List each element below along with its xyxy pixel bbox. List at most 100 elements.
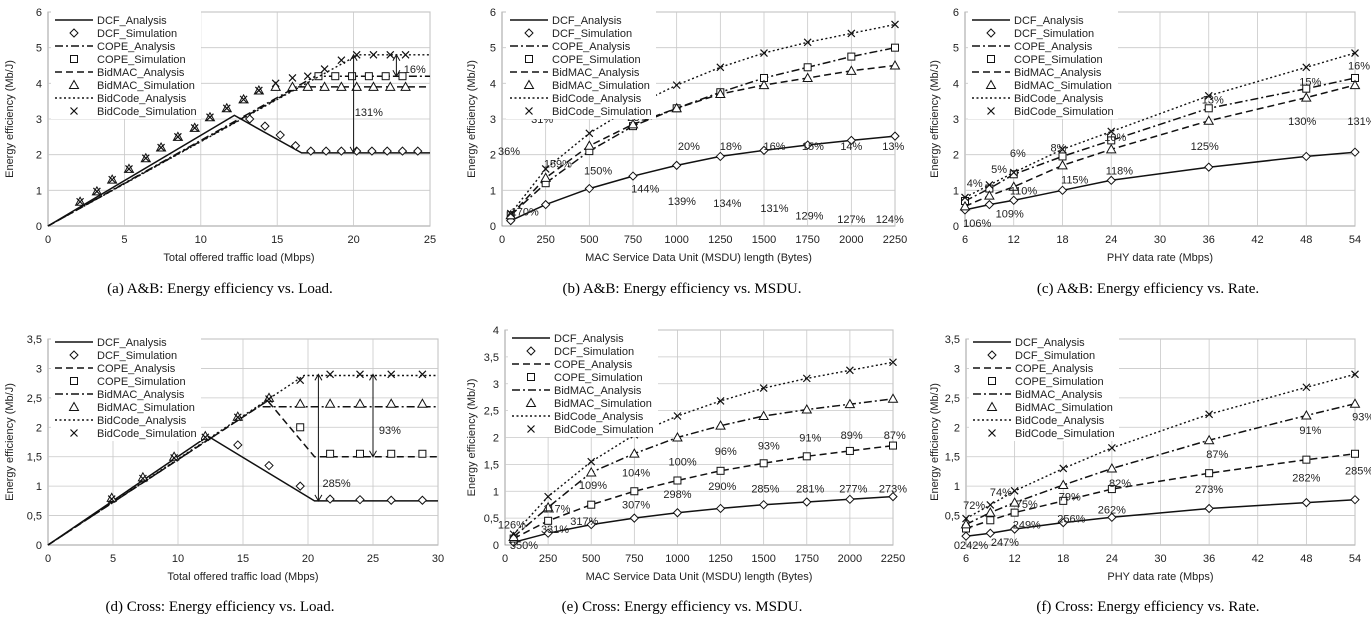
data-point-cope-simulation xyxy=(986,516,995,525)
data-point-dcf-simulation xyxy=(1350,494,1360,505)
data-point-bidcode-simulation xyxy=(1351,370,1359,379)
data-point-bidmac-simulation xyxy=(1349,79,1361,90)
data-point-dcf-simulation xyxy=(1009,524,1020,534)
data-point-bidcode-simulation xyxy=(961,193,969,202)
data-point-bidmac-simulation xyxy=(294,398,306,408)
series-line-cope-analysis xyxy=(510,46,896,216)
legend-swatch-bidmac-simulation xyxy=(68,79,80,89)
legend-label-dcf-analysis: DCF_Analysis xyxy=(97,15,167,27)
legend-label-cope-analysis: COPE_Analysis xyxy=(552,41,631,53)
data-point-bidcode-simulation xyxy=(173,132,182,141)
legend-swatch-bidcode-simulation xyxy=(988,429,996,437)
legend-swatch-bidmac-simulation xyxy=(523,79,535,89)
y-axis-label: Energy efficiency (Mb/J) xyxy=(929,383,941,501)
data-point-dcf-simulation xyxy=(336,146,347,156)
legend-swatch-bidmac-simulation xyxy=(68,401,80,411)
legend-swatch-bidmac-simulation xyxy=(986,401,998,411)
x-tick-label: 20 xyxy=(302,553,314,565)
y-tick-label: 5 xyxy=(490,43,496,55)
x-tick-label: 42 xyxy=(1252,553,1264,565)
series-line-cope-analysis xyxy=(513,444,894,540)
data-point-bidmac-simulation xyxy=(887,393,899,403)
series-line-cope-analysis xyxy=(964,77,1356,202)
percent-annotation: 124% xyxy=(876,214,904,226)
percent-annotation: 242% xyxy=(960,540,988,552)
y-tick-label: 4 xyxy=(36,78,42,90)
percent-annotation: 131% xyxy=(1347,116,1371,128)
data-point-dcf-simulation xyxy=(802,140,813,150)
legend-label-bidmac-simulation: BidMAC_Simulation xyxy=(1014,80,1112,92)
series-markers-cope-simulation xyxy=(962,449,1359,533)
data-point-cope-simulation xyxy=(1351,449,1359,458)
legend-label-bidmac-simulation: BidMAC_Simulation xyxy=(554,398,652,410)
data-point-bidmac-simulation xyxy=(1203,115,1215,125)
y-tick-label: 0 xyxy=(493,540,499,552)
data-point-bidmac-simulation xyxy=(505,209,517,220)
series-line-cope-analysis xyxy=(965,453,1356,530)
legend-swatch-cope-simulation xyxy=(987,55,995,63)
y-tick-label: 2,5 xyxy=(484,406,499,418)
data-point-bidmac-simulation xyxy=(1009,497,1020,507)
y-tick-label: 2,5 xyxy=(945,393,960,405)
series-markers-dcf-simulation xyxy=(244,114,423,156)
data-point-dcf-simulation xyxy=(628,171,638,181)
series-markers-bidmac-simulation xyxy=(960,398,1361,529)
data-point-dcf-simulation xyxy=(671,160,682,171)
y-tick-label: 1 xyxy=(36,481,42,493)
y-tick-label: 2 xyxy=(954,422,960,434)
x-tick-label: 250 xyxy=(539,553,557,565)
data-point-bidcode-simulation xyxy=(206,113,214,122)
data-point-dcf-simulation xyxy=(802,497,812,507)
y-tick-label: 4 xyxy=(953,78,959,90)
data-point-bidcode-simulation xyxy=(891,20,899,29)
data-point-bidcode-simulation xyxy=(386,50,395,59)
data-point-bidcode-simulation xyxy=(337,56,346,65)
legend-label-bidcode-analysis: BidCode_Analysis xyxy=(554,411,644,423)
x-tick-label: 0 xyxy=(45,234,51,246)
data-point-bidcode-simulation xyxy=(760,49,768,57)
data-point-cope-simulation xyxy=(326,449,335,458)
x-tick-label: 25 xyxy=(424,234,436,246)
data-point-cope-simulation xyxy=(889,441,897,450)
percent-annotation: 13% xyxy=(1202,94,1224,106)
data-point-bidmac-simulation xyxy=(542,501,554,512)
y-tick-label: 6 xyxy=(36,7,42,19)
x-tick-label: 10 xyxy=(172,553,184,565)
data-point-bidmac-simulation xyxy=(319,81,330,91)
data-point-cope-simulation xyxy=(381,72,390,81)
legend-swatch-cope-simulation xyxy=(988,377,996,385)
x-tick-label: 1000 xyxy=(665,553,689,565)
percent-annotation: 100% xyxy=(669,457,697,469)
x-tick-label: 250 xyxy=(536,234,554,246)
percent-annotation: 89% xyxy=(841,430,863,442)
x-tick-label: 25 xyxy=(367,553,379,565)
percent-annotation: 262% xyxy=(1098,505,1126,517)
data-point-cope-simulation xyxy=(1107,485,1116,494)
data-point-bidcode-simulation xyxy=(1107,443,1116,452)
legend-swatch-bidcode-simulation xyxy=(987,107,995,115)
data-point-cope-simulation xyxy=(587,500,596,509)
percent-annotation: 72% xyxy=(963,500,985,512)
data-point-bidmac-simulation xyxy=(585,466,597,477)
percent-annotation: 82% xyxy=(1109,478,1131,490)
series-markers-bidcode-simulation xyxy=(506,20,899,218)
x-tick-label: 6 xyxy=(963,553,969,565)
data-point-bidmac-simulation xyxy=(583,140,595,150)
y-tick-label: 3 xyxy=(954,363,960,375)
percent-annotation: 8% xyxy=(1050,143,1066,155)
data-point-cope-simulation xyxy=(630,487,639,496)
data-point-bidcode-simulation xyxy=(92,187,101,196)
percent-annotation: 273% xyxy=(1195,484,1223,496)
series-line-dcf-analysis xyxy=(513,495,894,544)
percent-annotation: 110% xyxy=(1010,185,1038,197)
percent-annotation: 170% xyxy=(511,207,539,219)
data-point-cope-simulation xyxy=(296,423,305,432)
percent-annotation: 36% xyxy=(498,146,520,158)
data-point-bidcode-simulation xyxy=(847,29,856,38)
data-point-cope-simulation xyxy=(364,72,373,81)
legend-swatch-bidcode-simulation xyxy=(70,429,78,437)
data-point-bidmac-simulation xyxy=(336,81,347,91)
figure-caption: (a) A&B: Energy efficiency vs. Load. xyxy=(107,281,333,297)
data-point-dcf-simulation xyxy=(1009,195,1019,206)
x-tick-label: 500 xyxy=(582,553,600,565)
